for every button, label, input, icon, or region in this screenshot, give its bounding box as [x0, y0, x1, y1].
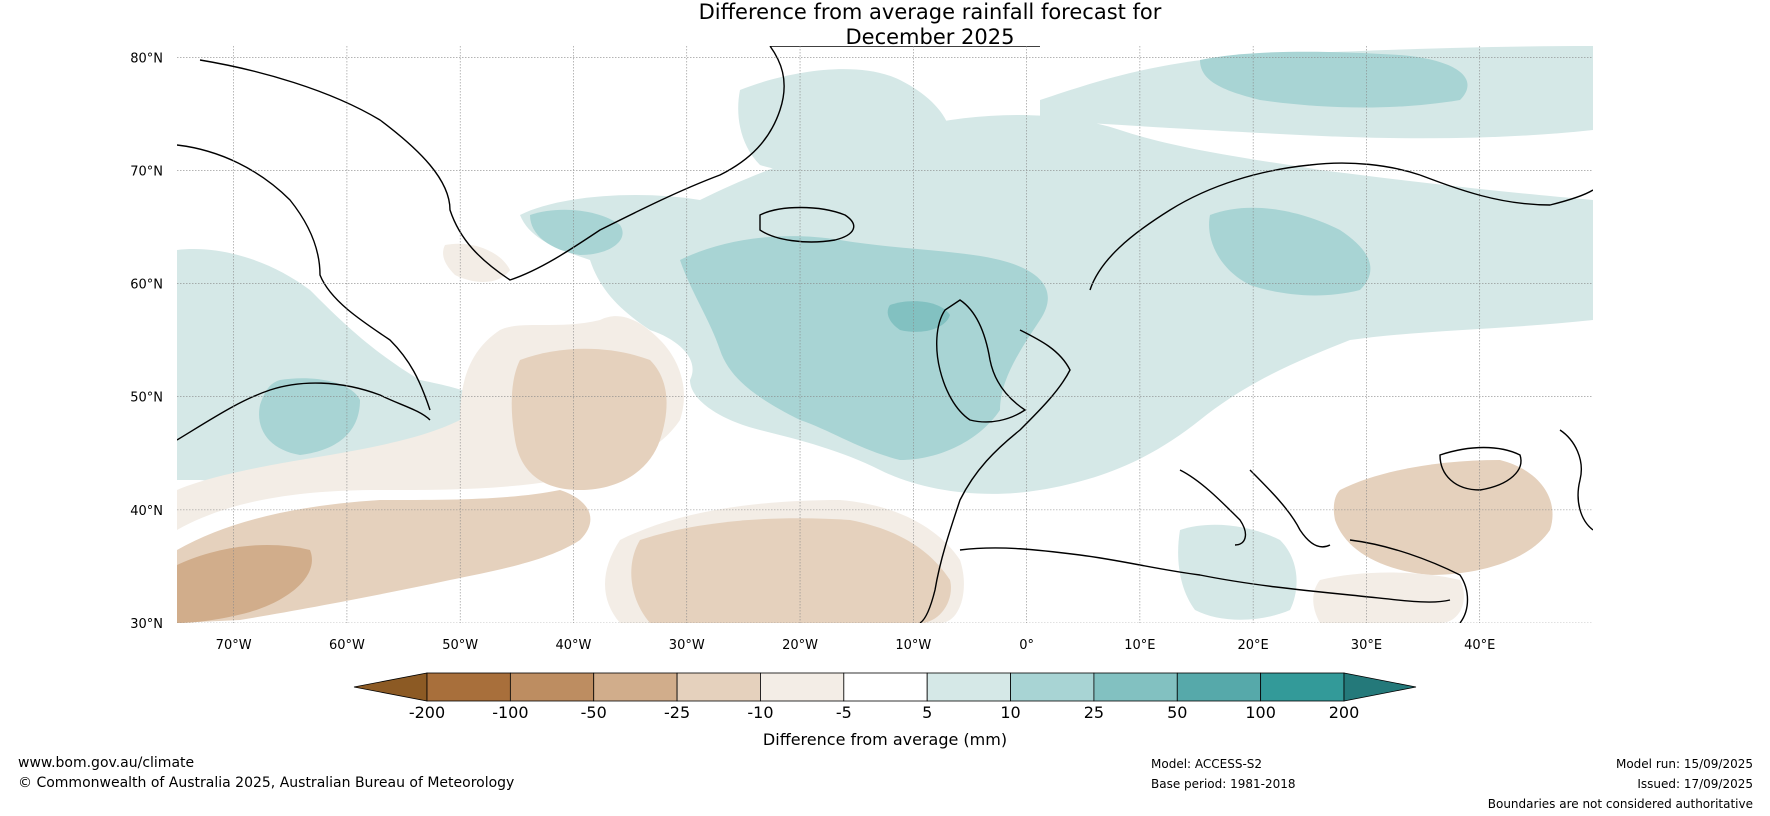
colorbar-tick-label: 5: [922, 703, 932, 722]
lon-tick-label: 0°: [1019, 638, 1034, 653]
colorbar-tick-label: 200: [1329, 703, 1360, 722]
dry-region-deep-west: [177, 545, 312, 623]
europe-west-coast: [919, 329, 1071, 623]
colorbar-swatch: [926, 672, 1011, 702]
colorbar-swatch: [1093, 672, 1178, 702]
boundary-disclaimer: Boundaries are not considered authoritat…: [1487, 797, 1753, 811]
lon-tick-label: 30°E: [1351, 638, 1382, 653]
lat-tick-label: 30°N: [130, 617, 163, 632]
lon-tick-label: 70°W: [216, 638, 252, 653]
wet-region-mediterranean: [1178, 524, 1297, 620]
lon-tick-label: 40°E: [1464, 638, 1495, 653]
colorbar-swatch: [1260, 672, 1345, 702]
lon-tick-label: 20°E: [1238, 638, 1269, 653]
longitude-labels: 70°W 60°W 50°W 40°W 30°W 20°W 10°W 0° 10°E 20°E 30…: [216, 638, 1496, 653]
lat-tick-label: 50°N: [130, 391, 163, 406]
colorbar-tick-label: 25: [1084, 703, 1104, 722]
colorbar-swatch: [676, 672, 761, 702]
copyright-text: © Commonwealth of Australia 2025, Austra…: [18, 775, 515, 791]
lat-tick-label: 40°N: [130, 504, 163, 519]
lat-tick-label: 60°N: [130, 278, 163, 293]
colorbar-tick-label: -10: [747, 703, 773, 722]
colorbar-tick-label: 10: [1000, 703, 1020, 722]
labrador-coast: [177, 382, 431, 441]
model-run-date: Model run: 15/09/2025: [1615, 757, 1753, 771]
latitude-labels: 80°N 70°N 60°N 50°N 40°N 30°N: [130, 51, 163, 632]
balkan-greece-coast: [1249, 469, 1331, 548]
colorbar-extend-high: [1343, 672, 1417, 702]
italy-coast: [1179, 469, 1247, 546]
lon-tick-label: 50°W: [442, 638, 478, 653]
caspian-coast: [1559, 429, 1593, 531]
colorbar-swatch: [843, 672, 928, 702]
wet-region-labrador: [177, 249, 500, 482]
colorbar-swatch: [509, 672, 595, 702]
colorbar-tick-label: -50: [581, 703, 607, 722]
anomaly-shading: [177, 46, 1593, 623]
wet-region-north-atlantic: [520, 115, 1593, 494]
map-area: [177, 46, 1593, 623]
lon-tick-label: 10°E: [1124, 638, 1155, 653]
lon-tick-label: 30°W: [669, 638, 705, 653]
title-line-1: Difference from average rainfall forecas…: [698, 0, 1162, 24]
website-link[interactable]: www.bom.gov.au/climate: [18, 755, 195, 771]
norway-coast: [1089, 162, 1421, 291]
coastlines: [177, 46, 1593, 623]
colorbar-tick-label: -5: [836, 703, 852, 722]
lon-tick-label: 60°W: [329, 638, 365, 653]
turkey-levant-coast: [1349, 539, 1469, 623]
map-title: Difference from average rainfall forecas…: [0, 0, 1770, 50]
colorbar-swatch: [1010, 672, 1095, 702]
issued-date: Issued: 17/09/2025: [1637, 777, 1753, 791]
wet-region-greenland-east: [530, 209, 623, 255]
lon-tick-label: 40°W: [556, 638, 592, 653]
colorbar-swatch: [593, 672, 678, 702]
wet-region-iceland-sea: [738, 69, 953, 171]
colorbar-swatch: [426, 672, 511, 702]
model-name: Model: ACCESS-S2: [1151, 757, 1263, 771]
wet-region-central-atlantic: [680, 236, 1048, 460]
base-period: Base period: 1981-2018: [1151, 777, 1296, 791]
russia-arctic-coast: [1419, 174, 1593, 206]
lat-tick-label: 70°N: [130, 164, 163, 179]
colorbar-swatch: [1176, 672, 1262, 702]
lon-tick-label: 10°W: [895, 638, 931, 653]
dry-region-turkey: [1333, 460, 1553, 575]
colorbar-tick-label: 100: [1245, 703, 1276, 722]
wet-region-scandinavia: [1209, 207, 1371, 296]
greenland-coast: [199, 46, 785, 281]
colorbar-swatch: [760, 672, 845, 702]
title-line-2: December 2025: [845, 25, 1015, 49]
wet-region-north-sea: [887, 301, 950, 332]
colorbar-tick-label: -200: [409, 703, 445, 722]
dry-region-east-med: [1313, 572, 1464, 623]
colorbar-label: Difference from average (mm): [763, 730, 1007, 749]
colorbar-extend-low: [353, 672, 428, 702]
dry-region-mid-atlantic: [511, 348, 667, 490]
colorbar-tick-label: 50: [1167, 703, 1187, 722]
uk-ireland-coast: [936, 299, 1027, 423]
iceland-coast: [759, 206, 855, 243]
colorbar-tick-label: -25: [664, 703, 690, 722]
gridlines: [177, 46, 1593, 623]
wet-region-svalbard: [1200, 51, 1468, 108]
dry-region-labrador-sea: [443, 243, 510, 282]
baffin-coast: [177, 144, 431, 411]
dry-region-canaries: [631, 518, 951, 623]
wet-region-newfoundland: [259, 378, 360, 455]
colorbar: -200 -100 -50 -25 -10 -5 5 10 25 50 100 200: [353, 672, 1417, 722]
black-sea-coast: [1439, 446, 1522, 491]
north-africa-coast: [959, 547, 1451, 603]
colorbar-tick-label: -100: [492, 703, 528, 722]
lat-tick-label: 80°N: [130, 51, 163, 66]
lon-tick-label: 20°W: [782, 638, 818, 653]
